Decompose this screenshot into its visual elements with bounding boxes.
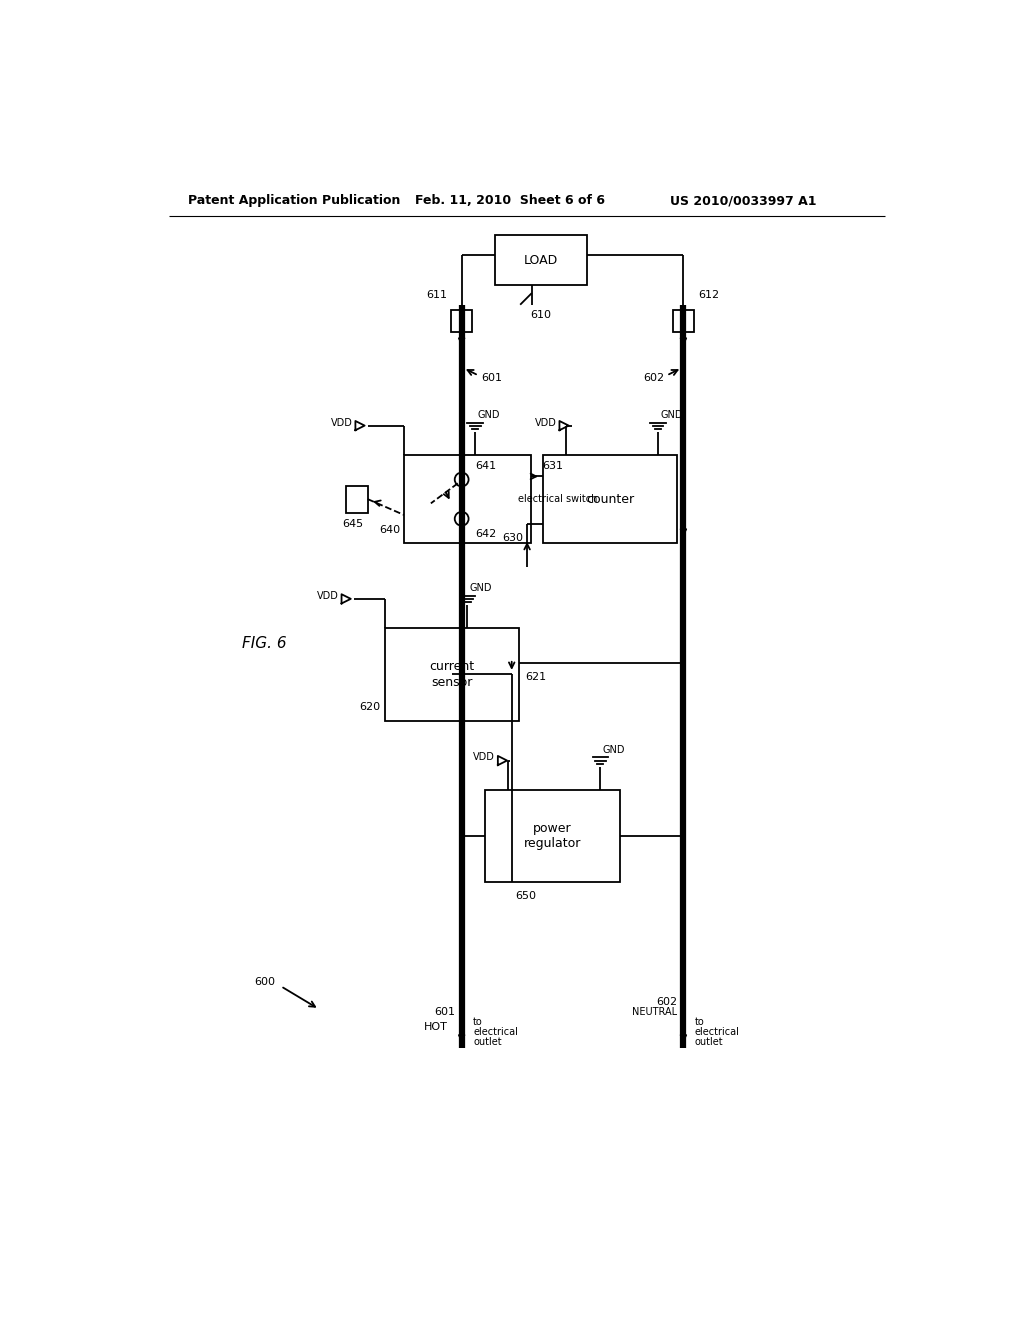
Text: electrical: electrical	[695, 1027, 740, 1038]
Text: regulator: regulator	[523, 837, 581, 850]
Text: LOAD: LOAD	[524, 253, 558, 267]
Text: 601: 601	[481, 372, 502, 383]
Text: to: to	[473, 1018, 483, 1027]
Text: outlet: outlet	[473, 1038, 502, 1047]
Text: current: current	[429, 660, 474, 673]
Text: 631: 631	[543, 461, 563, 471]
Bar	[403, 455, 531, 544]
Text: 602: 602	[656, 997, 677, 1007]
Text: GND: GND	[477, 409, 500, 420]
Bar	[495, 235, 587, 285]
Text: 641: 641	[475, 461, 497, 471]
Text: VDD: VDD	[316, 591, 339, 601]
Text: GND: GND	[470, 583, 493, 593]
Text: FIG. 6: FIG. 6	[243, 636, 287, 651]
Text: 602: 602	[643, 372, 665, 383]
Text: 645: 645	[342, 519, 364, 529]
Text: counter: counter	[586, 492, 634, 506]
Text: VDD: VDD	[331, 417, 352, 428]
Text: 640: 640	[379, 524, 400, 535]
Text: GND: GND	[602, 744, 625, 755]
Text: 600: 600	[254, 977, 275, 987]
Text: 601: 601	[434, 1007, 456, 1016]
Text: to: to	[695, 1018, 705, 1027]
Text: VDD: VDD	[535, 417, 556, 428]
Text: GND: GND	[660, 409, 683, 420]
Text: US 2010/0033997 A1: US 2010/0033997 A1	[670, 194, 816, 207]
Bar	[451, 310, 472, 331]
Text: power: power	[532, 822, 571, 834]
Text: 621: 621	[525, 672, 547, 681]
Text: 611: 611	[426, 289, 447, 300]
Text: 650: 650	[515, 891, 537, 902]
Text: VDD: VDD	[473, 752, 495, 763]
Text: sensor: sensor	[431, 676, 473, 689]
Bar	[346, 486, 368, 512]
Text: 610: 610	[530, 310, 551, 319]
Text: outlet: outlet	[695, 1038, 724, 1047]
Text: 612: 612	[698, 289, 719, 300]
Bar	[385, 628, 519, 721]
Text: 620: 620	[359, 702, 381, 711]
Text: 642: 642	[475, 529, 497, 539]
Text: NEUTRAL: NEUTRAL	[632, 1007, 677, 1016]
Text: electrical switch: electrical switch	[518, 494, 598, 504]
Bar	[543, 455, 677, 544]
Bar	[673, 310, 694, 331]
Text: 630: 630	[502, 533, 523, 543]
Text: HOT: HOT	[424, 1022, 447, 1032]
Text: Feb. 11, 2010  Sheet 6 of 6: Feb. 11, 2010 Sheet 6 of 6	[416, 194, 605, 207]
Text: Patent Application Publication: Patent Application Publication	[188, 194, 400, 207]
Text: electrical: electrical	[473, 1027, 518, 1038]
Bar	[484, 789, 620, 882]
